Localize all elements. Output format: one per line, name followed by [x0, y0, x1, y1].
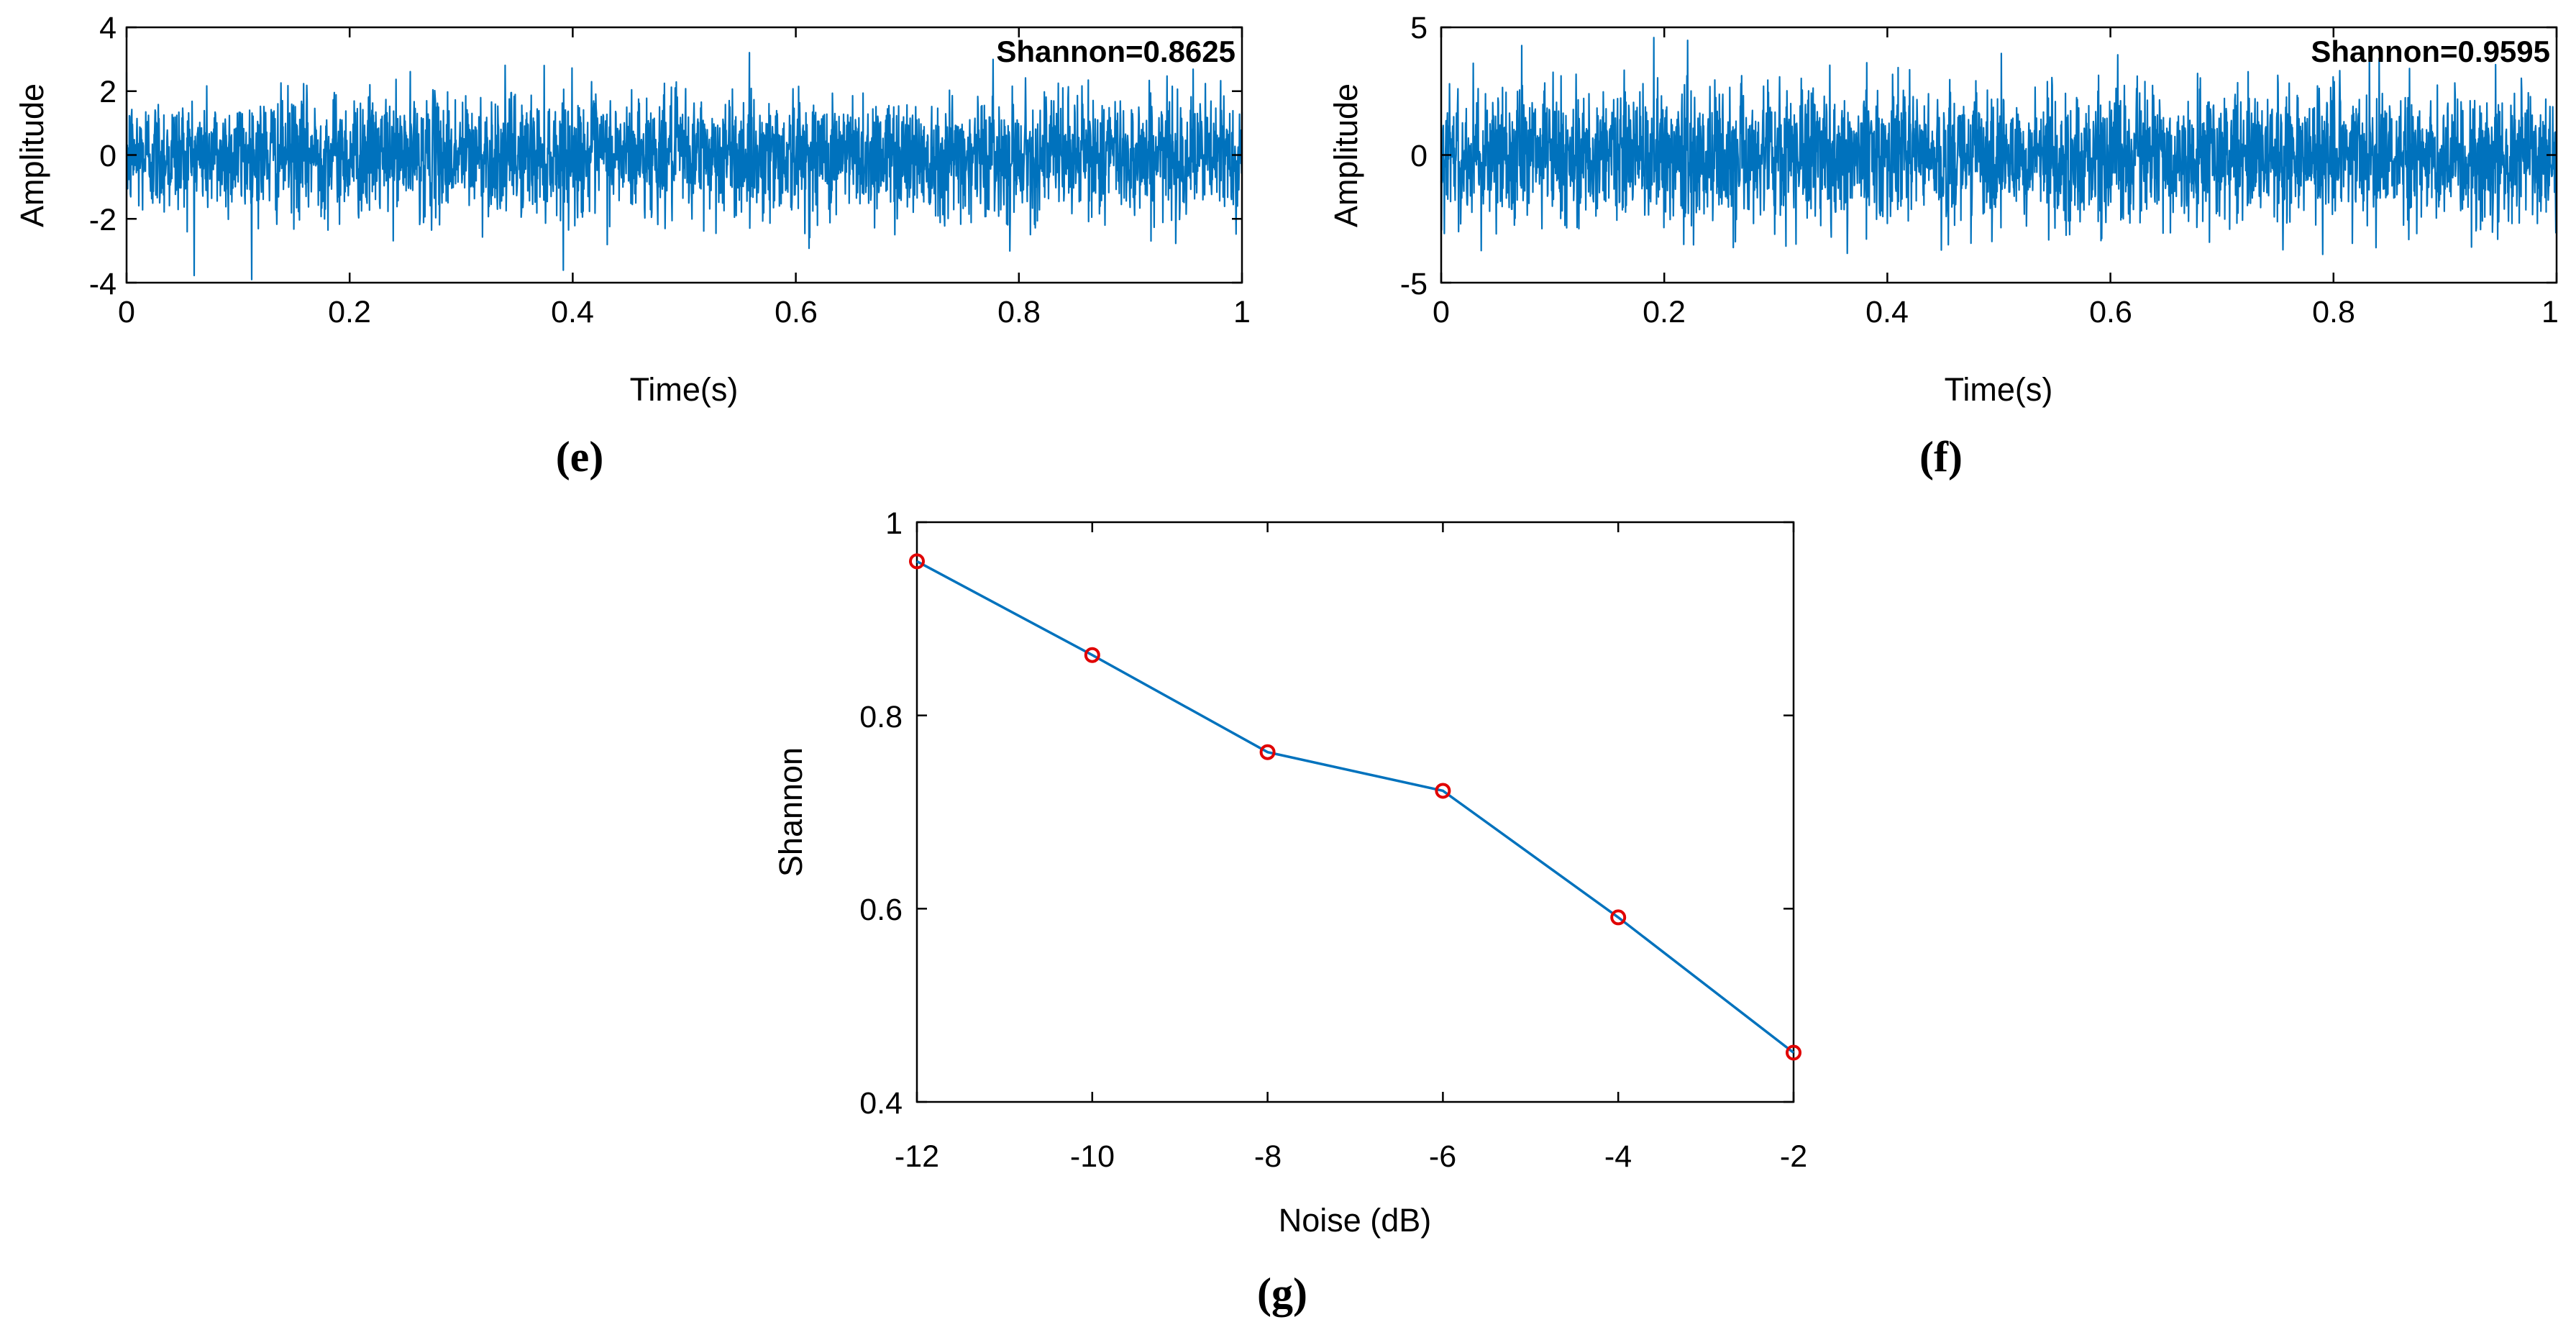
f-xtick-label: 0.2 — [1643, 295, 1686, 329]
f-tick-marks — [1440, 26, 2558, 284]
f-xtick-label: 0.8 — [2312, 295, 2355, 329]
e-ytick-label: 2 — [99, 75, 117, 109]
e-xtick-label: 1 — [1233, 295, 1251, 329]
f-ytick-label: 0 — [1410, 139, 1428, 173]
g-data-point — [1435, 783, 1451, 799]
g-panel-caption: (g) — [1257, 1270, 1307, 1317]
g-data-point — [1259, 744, 1276, 760]
g-data-point — [1084, 647, 1100, 663]
f-xtick-label: 1 — [2541, 295, 2559, 329]
g-axes-box — [915, 521, 1795, 1103]
g-data-point — [1786, 1044, 1801, 1061]
f-ytick-label: 5 — [1410, 11, 1428, 45]
g-ytick-label: 0.8 — [859, 700, 903, 734]
chart-g: 1 0.8 0.6 0.4 -12 -10 -8 -6 -4 -2 Noise … — [772, 506, 1807, 1317]
f-y-axis-label: Amplitude — [1328, 83, 1364, 227]
f-panel-caption: (f) — [1919, 433, 1963, 480]
g-series — [909, 553, 1801, 1061]
f-shannon-annotation: Shannon=0.9595 — [2311, 35, 2550, 68]
chart-f: 5 0 -5 0 0.2 0.4 0.6 0.8 1 Time(s) Ampli… — [1328, 11, 2559, 480]
g-xtick-label: -6 — [1429, 1139, 1456, 1174]
f-xtick-label: 0.4 — [1865, 295, 1909, 329]
e-x-axis-label: Time(s) — [630, 371, 739, 408]
g-xtick-label: -4 — [1604, 1139, 1632, 1174]
chart-e: 4 2 0 -2 -4 0 0.2 0.4 0.6 0.8 1 Time(s) … — [14, 11, 1251, 480]
g-data-point — [909, 553, 925, 570]
g-xtick-label: -10 — [1070, 1139, 1115, 1174]
f-signal-line — [1440, 37, 2558, 255]
g-xtick-label: -8 — [1254, 1139, 1282, 1174]
e-panel-caption: (e) — [556, 433, 604, 480]
g-ytick-label: 0.4 — [859, 1086, 903, 1121]
g-series-line — [916, 560, 1795, 1054]
e-ytick-label: -2 — [89, 203, 117, 237]
f-xtick-label: 0.6 — [2089, 295, 2132, 329]
e-ytick-label: 0 — [99, 139, 117, 173]
f-x-axis-label: Time(s) — [1945, 371, 2053, 408]
g-xtick-label: -2 — [1780, 1139, 1807, 1174]
f-signal-trace — [1440, 37, 2558, 255]
g-ytick-label: 0.6 — [859, 893, 903, 927]
e-xtick-label: 0 — [118, 295, 135, 329]
e-tick-marks — [125, 26, 1243, 284]
e-xtick-label: 0.6 — [775, 295, 818, 329]
g-y-axis-label: Shannon — [772, 747, 809, 877]
e-y-axis-label: Amplitude — [14, 83, 50, 227]
e-signal-trace — [125, 52, 1243, 281]
g-ytick-label: 1 — [885, 506, 903, 541]
e-shannon-annotation: Shannon=0.8625 — [996, 35, 1236, 68]
e-ytick-label: -4 — [89, 267, 117, 301]
g-tick-marks — [915, 521, 1795, 1103]
e-xtick-label: 0.2 — [328, 295, 371, 329]
e-ytick-label: 4 — [99, 11, 117, 45]
e-xtick-label: 0.4 — [551, 295, 594, 329]
f-ytick-label: -5 — [1400, 267, 1428, 301]
e-xtick-label: 0.8 — [997, 295, 1041, 329]
g-x-axis-label: Noise (dB) — [1279, 1202, 1432, 1239]
g-data-point — [1610, 909, 1627, 926]
e-signal-line — [125, 52, 1243, 281]
f-xtick-label: 0 — [1433, 295, 1450, 329]
g-xtick-label: -12 — [895, 1139, 939, 1174]
